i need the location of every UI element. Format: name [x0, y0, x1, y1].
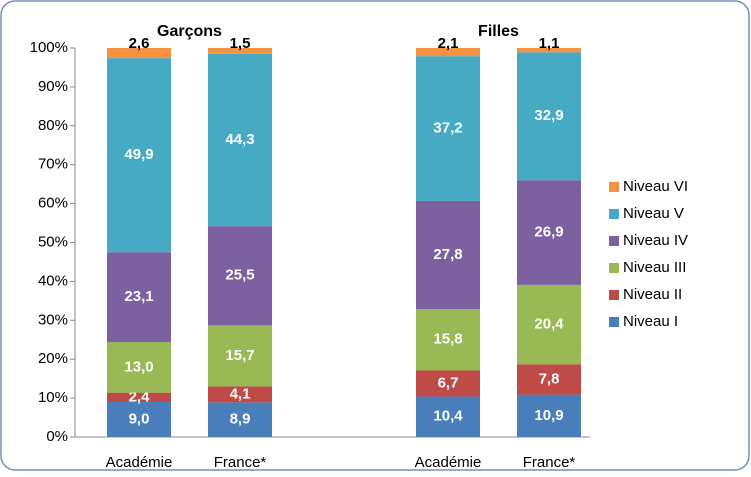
- legend-label: Niveau II: [623, 286, 682, 303]
- value-label: 7,8: [539, 370, 560, 387]
- x-tick-label: Académie: [106, 454, 173, 471]
- value-label: 37,2: [433, 119, 462, 136]
- y-tick-label: 90%: [38, 78, 68, 95]
- value-label: 26,9: [534, 224, 563, 241]
- value-label: 25,5: [225, 267, 254, 284]
- x-tick-label: Académie: [415, 454, 482, 471]
- value-label: 44,3: [225, 131, 254, 148]
- x-tick-label: France*: [523, 454, 576, 471]
- legend-swatch: [609, 236, 619, 246]
- legend-label: Niveau I: [623, 313, 678, 330]
- bar-segment: [107, 342, 171, 393]
- bar-segment: [517, 48, 581, 53]
- value-label: 1,1: [539, 35, 560, 52]
- bar-segment: [208, 386, 272, 403]
- legend-swatch: [609, 263, 619, 273]
- bar-segment: [107, 252, 171, 343]
- y-tick-label: 30%: [38, 311, 68, 328]
- group-label: Filles: [478, 23, 519, 40]
- x-tick-label: France*: [214, 454, 267, 471]
- y-tick-label: 50%: [38, 233, 68, 250]
- bar-segment: [208, 226, 272, 326]
- group-label: Garçons: [157, 23, 222, 40]
- y-tick-label: 20%: [38, 350, 68, 367]
- bar-segment: [208, 325, 272, 387]
- bar-segment: [107, 58, 171, 253]
- bar-segment: [208, 48, 272, 54]
- value-label: 13,0: [124, 358, 153, 375]
- bar-segment: [517, 180, 581, 285]
- value-label: 32,9: [534, 107, 563, 124]
- bar-segment: [416, 396, 480, 437]
- legend-swatch: [609, 182, 619, 192]
- value-label: 10,9: [534, 407, 563, 424]
- value-label: 2,6: [129, 35, 150, 52]
- value-label: 15,7: [225, 347, 254, 364]
- value-label: 15,8: [433, 331, 462, 348]
- bar-segment: [517, 394, 581, 437]
- bar-segment: [517, 364, 581, 395]
- legend-swatch: [609, 317, 619, 327]
- bar-segment: [416, 200, 480, 310]
- value-label: 23,1: [124, 288, 153, 305]
- legend-label: Niveau V: [623, 205, 684, 222]
- y-tick-label: 10%: [38, 389, 68, 406]
- value-label: 20,4: [534, 316, 564, 333]
- value-label: 9,0: [129, 410, 150, 427]
- bar-segment: [208, 53, 272, 227]
- value-label: 6,7: [438, 374, 459, 391]
- value-label: 4,1: [230, 385, 251, 402]
- legend-swatch: [609, 209, 619, 219]
- y-tick-label: 0%: [46, 428, 68, 445]
- value-label: 10,4: [433, 408, 463, 425]
- value-label: 8,9: [230, 411, 251, 428]
- value-label: 49,9: [124, 146, 153, 163]
- legend-label: Niveau VI: [623, 178, 688, 195]
- bar-segment: [107, 392, 171, 402]
- value-label: 1,5: [230, 35, 251, 52]
- value-label: 27,8: [433, 246, 462, 263]
- bar-segment: [517, 284, 581, 365]
- bar-segment: [416, 56, 480, 201]
- bar-segment: [416, 370, 480, 397]
- y-tick-label: 40%: [38, 272, 68, 289]
- y-tick-label: 70%: [38, 156, 68, 173]
- bar-segment: [208, 402, 272, 437]
- value-label: 2,1: [438, 35, 459, 52]
- bar-segment: [416, 309, 480, 371]
- legend-swatch: [609, 290, 619, 300]
- legend-label: Niveau III: [623, 259, 686, 276]
- legend-label: Niveau IV: [623, 232, 688, 249]
- bar-segment: [517, 52, 581, 181]
- y-tick-label: 100%: [30, 39, 68, 56]
- bar-segment: [107, 401, 171, 437]
- bar-segment: [416, 48, 480, 57]
- bar-segment: [107, 48, 171, 59]
- y-tick-label: 80%: [38, 117, 68, 134]
- y-tick-label: 60%: [38, 195, 68, 212]
